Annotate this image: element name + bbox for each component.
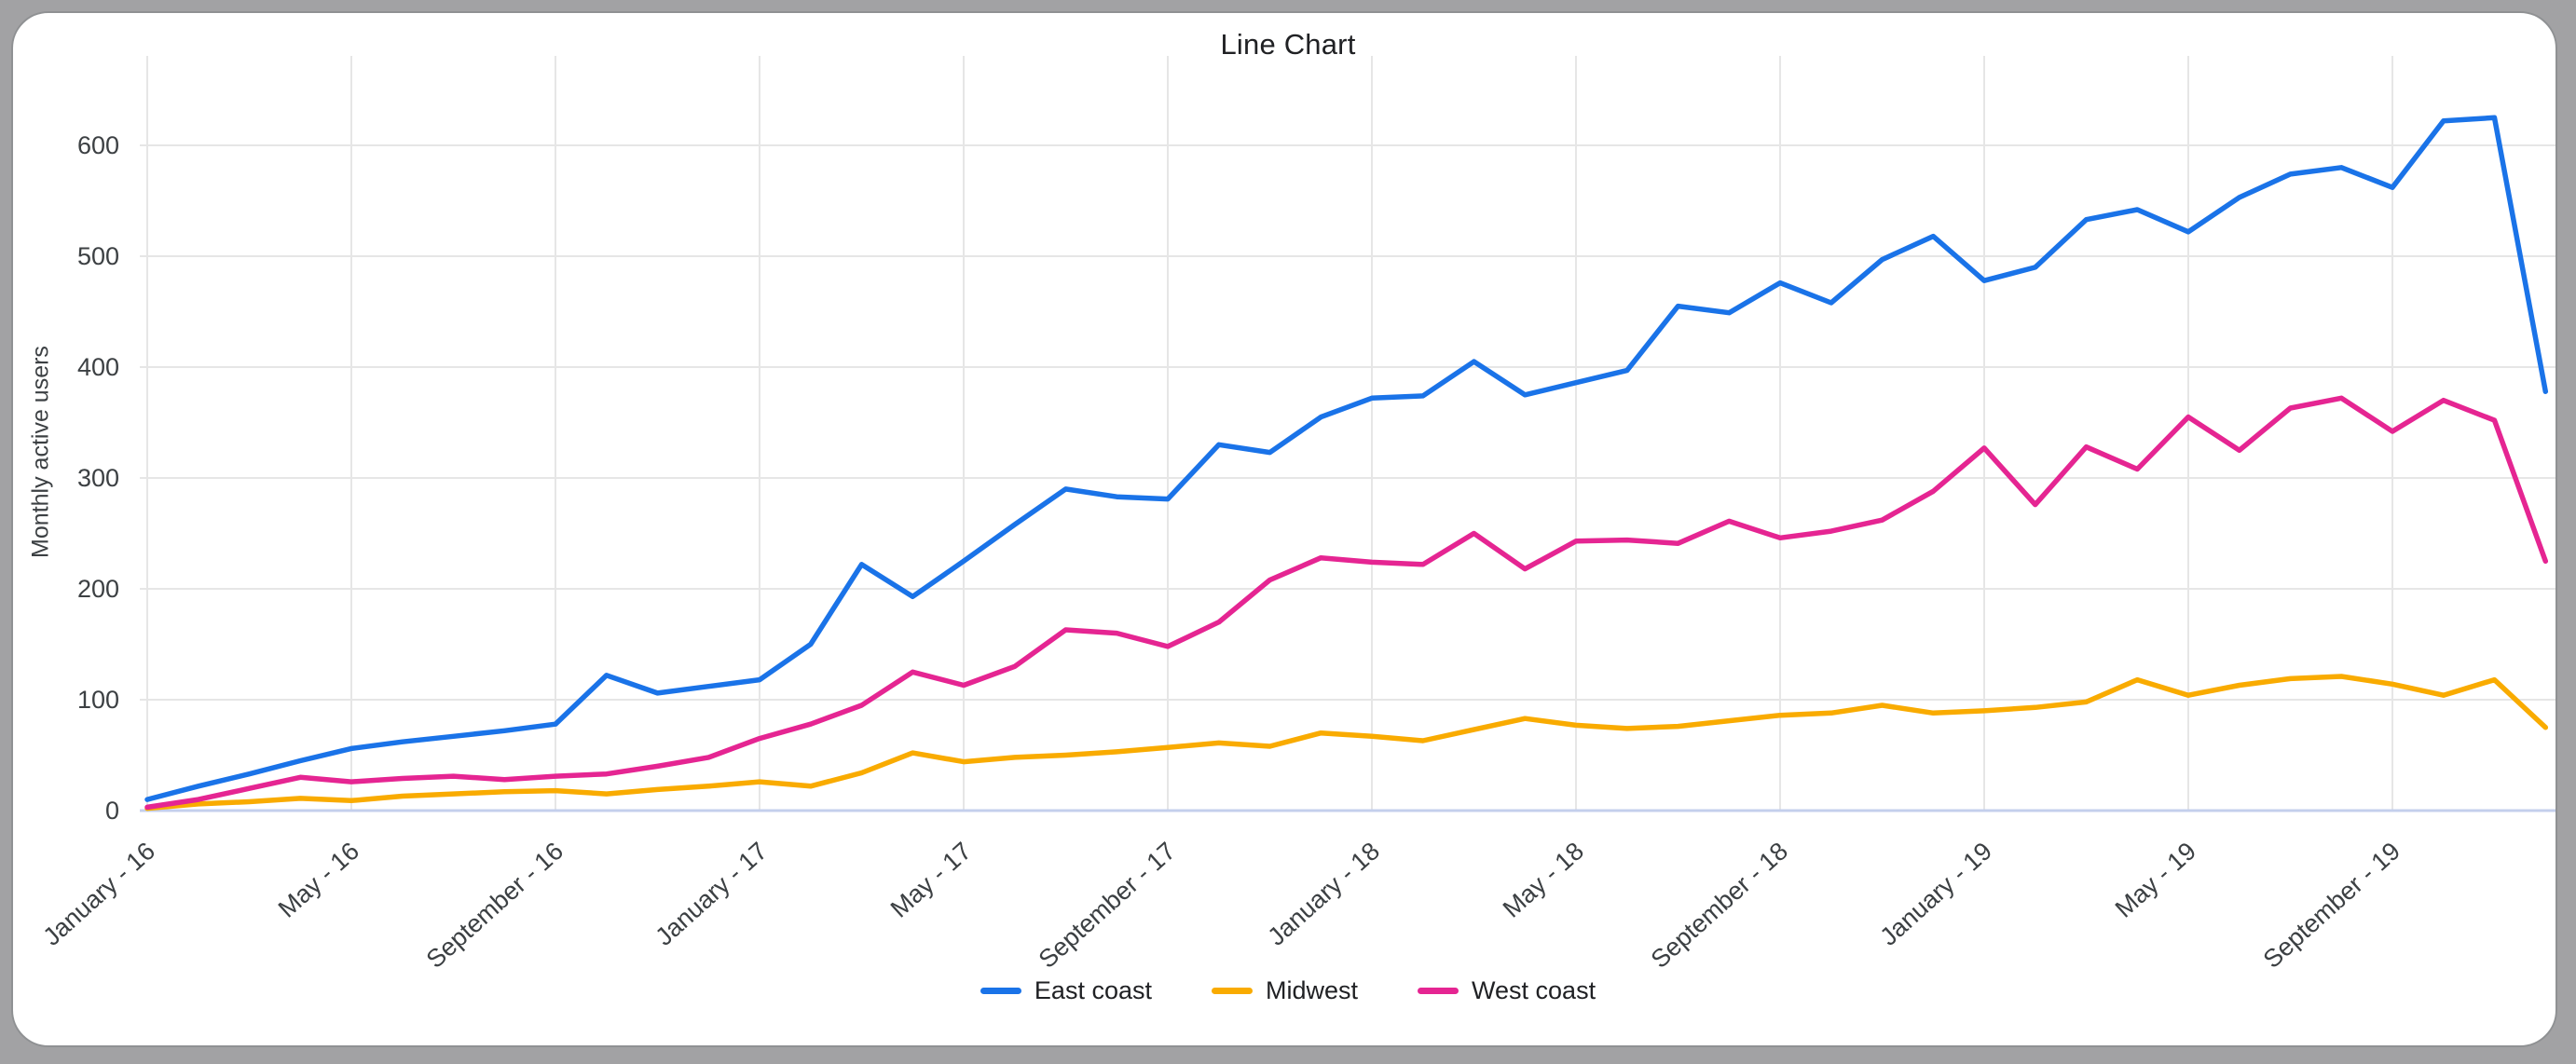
y-tick-label: 500 (77, 242, 119, 270)
y-tick-label: 600 (77, 131, 119, 159)
x-tick-label: May - 17 (885, 837, 977, 923)
series-line-midwest[interactable] (144, 674, 2549, 812)
x-tick-label: September - 17 (1034, 837, 1181, 974)
series-line-east-coast[interactable] (144, 115, 2549, 802)
y-tick-label: 200 (77, 575, 119, 603)
x-tick-label: January - 16 (37, 837, 160, 951)
x-tick-label: May - 19 (2110, 837, 2201, 923)
x-tick-label: September - 16 (421, 837, 569, 974)
x-tick-label: January - 17 (650, 837, 773, 951)
series-line-west-coast[interactable] (144, 395, 2549, 811)
chart-card (11, 11, 2557, 1047)
x-tick-label: September - 19 (2258, 837, 2405, 974)
legend-label: West coast (1472, 976, 1596, 1004)
chart-title: Line Chart (1220, 28, 1356, 61)
x-tick-label: September - 18 (1646, 837, 1793, 974)
legend-swatch (980, 988, 1021, 994)
x-tick-label: May - 16 (273, 837, 364, 923)
x-tick-label: January - 19 (1874, 837, 1997, 951)
legend-item-midwest[interactable]: Midwest (1211, 976, 1359, 1005)
y-tick-label: 300 (77, 464, 119, 492)
y-tick-label: 400 (77, 353, 119, 381)
legend-item-west-coast[interactable]: West coast (1418, 976, 1596, 1005)
x-tick-label: January - 18 (1262, 837, 1385, 951)
legend-swatch (1211, 988, 1253, 994)
x-tick-label: May - 18 (1498, 837, 1589, 923)
legend-swatch (1418, 988, 1459, 994)
legend-item-east-coast[interactable]: East coast (980, 976, 1152, 1005)
legend-label: Midwest (1265, 976, 1359, 1004)
y-tick-label: 0 (105, 797, 119, 825)
legend-label: East coast (1034, 976, 1152, 1004)
y-tick-label: 100 (77, 686, 119, 714)
legend: East coast Midwest West coast (0, 976, 2576, 1005)
